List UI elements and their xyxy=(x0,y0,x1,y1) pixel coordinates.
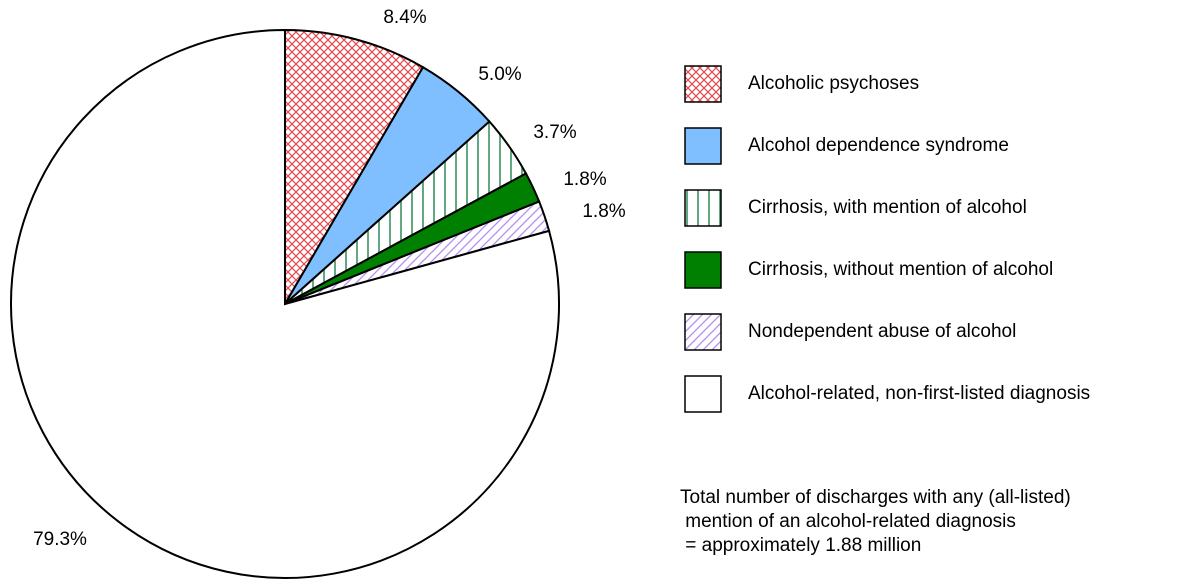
legend-label: Cirrhosis, without mention of alcohol xyxy=(748,259,1053,280)
annotation: mention of an alcohol-related diagnosis xyxy=(680,511,1016,532)
pie-slice xyxy=(284,28,425,308)
legend-swatch xyxy=(684,127,722,165)
legend-swatch xyxy=(684,189,722,227)
legend-label: Cirrhosis, with mention of alcohol xyxy=(748,197,1027,218)
legend-label: Alcohol-related, non-first-listed diagno… xyxy=(748,383,1090,404)
value-label: 1.8% xyxy=(563,169,606,190)
value-label: 79.3% xyxy=(33,529,87,550)
legend-swatch xyxy=(684,251,722,289)
legend-swatch xyxy=(684,65,722,103)
legend-swatch xyxy=(684,313,722,351)
legend-label: Alcoholic psychoses xyxy=(748,73,919,94)
annotation: = approximately 1.88 million xyxy=(680,535,921,556)
value-label: 1.8% xyxy=(582,201,625,222)
pie-slice xyxy=(10,28,560,579)
value-label: 3.7% xyxy=(533,122,576,143)
value-label: 8.4% xyxy=(383,7,426,28)
legend-label: Nondependent abuse of alcohol xyxy=(748,321,1016,342)
annotation: Total number of discharges with any (all… xyxy=(680,487,1071,508)
legend-label: Alcohol dependence syndrome xyxy=(748,135,1009,156)
value-label: 5.0% xyxy=(478,64,521,85)
legend-swatch xyxy=(684,375,722,413)
